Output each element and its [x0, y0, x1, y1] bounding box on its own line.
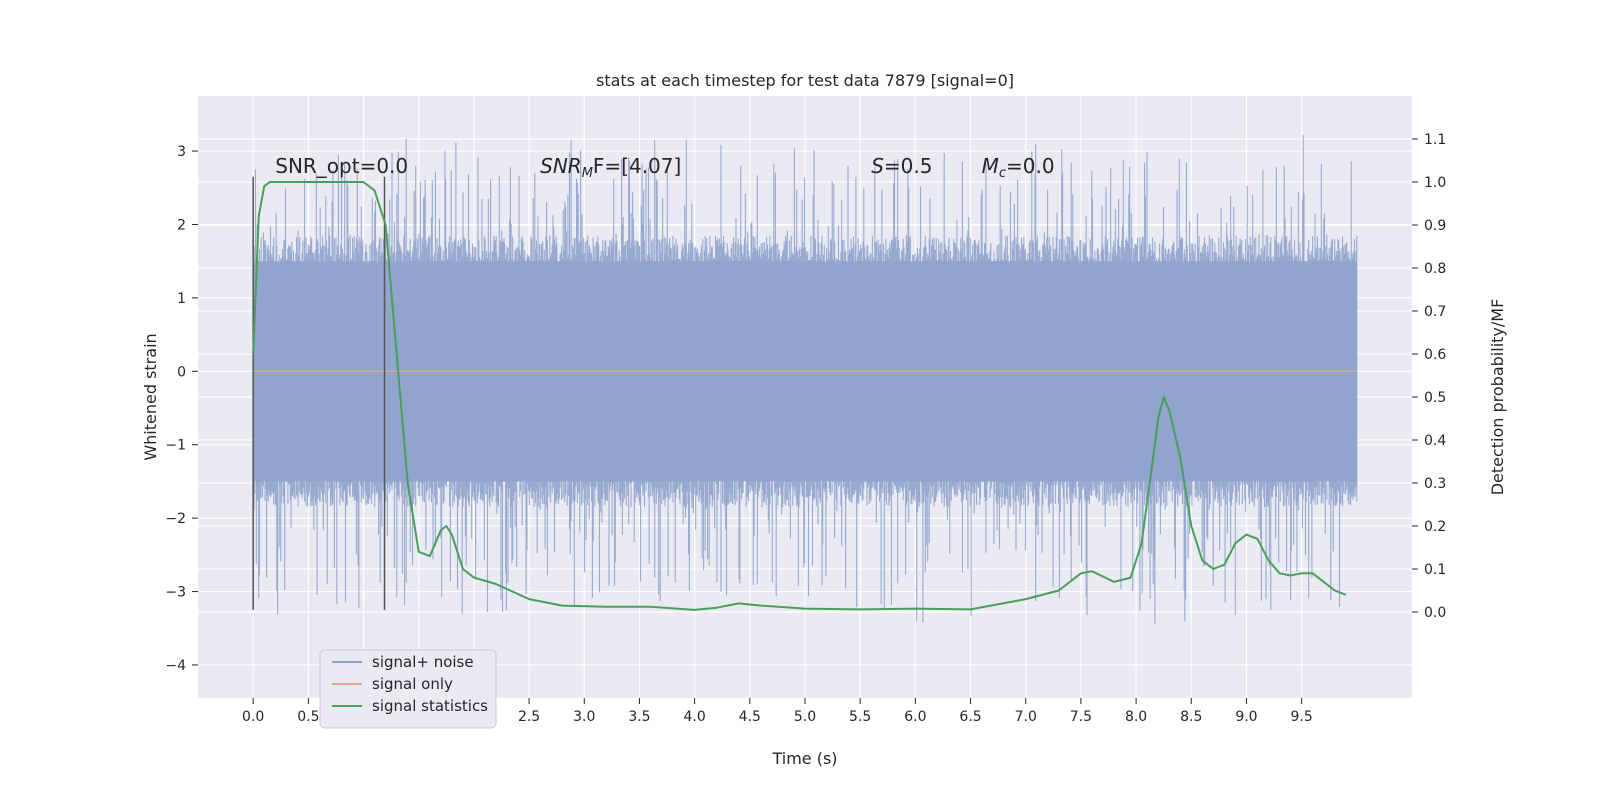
x-tick-label: 8.5: [1180, 709, 1202, 725]
x-tick-label: 4.5: [739, 709, 761, 725]
legend-box: [319, 649, 497, 729]
x-tick-label: 2.5: [518, 709, 540, 725]
x-tick-label: 6.5: [959, 709, 981, 725]
y-right-tick-label: 0.3: [1424, 476, 1446, 492]
y-right-tick-label: 1.1: [1424, 132, 1446, 148]
y-tick-label: 0: [177, 364, 186, 380]
y-right-tick-label: 0.1: [1424, 562, 1446, 578]
annotation-main: S: [871, 154, 884, 178]
y-right-tick-label: 0.7: [1424, 304, 1446, 320]
chart-title: stats at each timestep for test data 787…: [596, 71, 1014, 90]
y-tick-label: 1: [177, 291, 186, 307]
vertical-markers: [252, 176, 386, 610]
annotation-subscript: M: [582, 166, 593, 181]
y-right-tick-label: 0.6: [1424, 347, 1446, 363]
annotation-snr-opt: SNR_opt=0.0: [275, 154, 408, 178]
x-tick-label: 9.0: [1235, 709, 1257, 725]
annotation-mc: Mc=0.0: [982, 154, 1055, 181]
y-tick-label: −2: [165, 511, 186, 527]
x-tick-label: 9.5: [1291, 709, 1313, 725]
series-signal-statistics: [252, 181, 1347, 611]
y-tick-label: −4: [165, 658, 186, 674]
y-axis-right-label: Detection probability/MF: [1488, 299, 1507, 496]
x-tick-label: 7.5: [1070, 709, 1092, 725]
y-right-tick-label: 0.4: [1424, 433, 1446, 449]
x-tick-label: 8.0: [1125, 709, 1147, 725]
y-right-tick-label: 1.0: [1424, 175, 1446, 191]
x-tick-label: 3.0: [573, 709, 595, 725]
annotation-rest: F=[4.07]: [593, 154, 681, 178]
annotation-main: SNR: [540, 154, 582, 178]
y-right-tick-label: 0.8: [1424, 261, 1446, 277]
x-tick-label: 6.0: [904, 709, 926, 725]
annotations: SNR_opt=0.0 SNRMF=[4.07] S=0.5 Mc=0.0: [275, 154, 1054, 181]
annotation-s: S=0.5: [871, 154, 932, 178]
annotation-rest: =0.5: [884, 154, 933, 178]
legend-label: signal+ noise: [372, 653, 474, 671]
x-tick-label: 0.0: [242, 709, 264, 725]
y-tick-label: −1: [165, 438, 186, 454]
x-tick-label: 5.5: [849, 709, 871, 725]
x-tick-label: 3.5: [628, 709, 650, 725]
legend-label: signal statistics: [372, 697, 488, 715]
x-tick-label: 5.0: [794, 709, 816, 725]
annotation-rest: =0.0: [1006, 154, 1055, 178]
annotation-subscript: c: [999, 166, 1006, 181]
annotation-snr-mf: SNRMF=[4.07]: [540, 154, 681, 181]
x-tick-label: 4.0: [684, 709, 706, 725]
y-tick-label: 3: [177, 144, 186, 160]
y-tick-label: 2: [177, 217, 186, 233]
y-right-tick-label: 0.9: [1424, 218, 1446, 234]
y-right-tick-label: 0.5: [1424, 390, 1446, 406]
y-axis-label: Whitened strain: [141, 333, 160, 460]
x-axis-label: Time (s): [771, 749, 837, 768]
signal-statistics-line: [252, 181, 1347, 611]
y-tick-label: −3: [165, 585, 186, 601]
legend: signal+ noise signal only signal statistic…: [319, 649, 497, 729]
y-right-tick-label: 0.2: [1424, 519, 1446, 535]
x-tick-label: 0.5: [297, 709, 319, 725]
y-right-tick-label: 0.0: [1424, 605, 1446, 621]
x-tick-label: 7.0: [1015, 709, 1037, 725]
annotation-main: M: [982, 154, 999, 178]
legend-label: signal only: [372, 675, 453, 693]
